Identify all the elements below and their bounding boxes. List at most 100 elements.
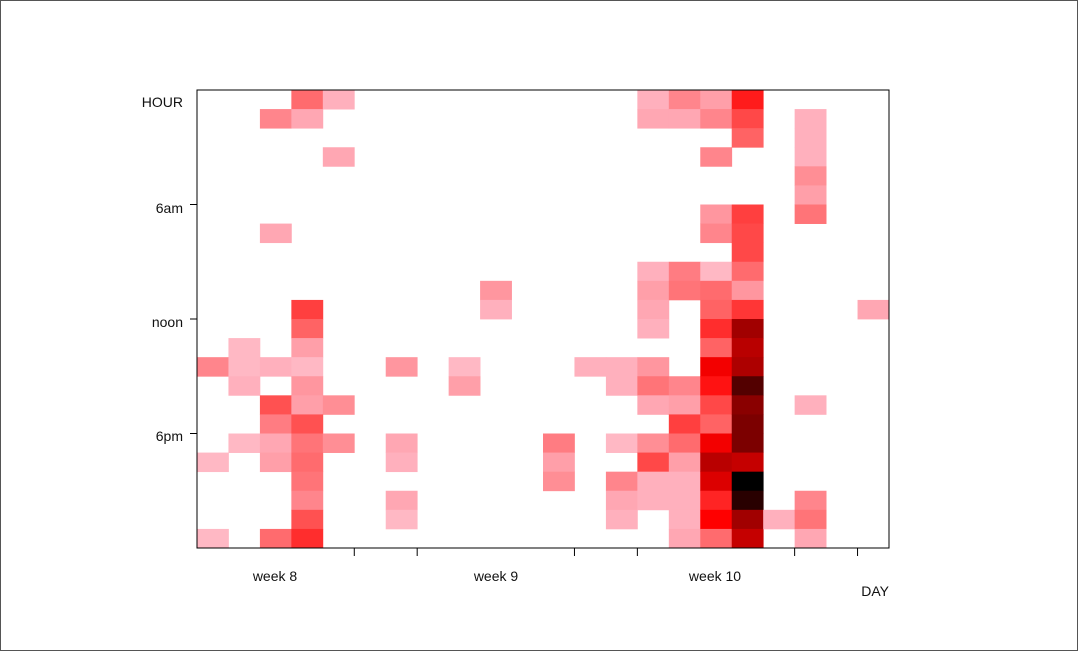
heatmap-cell xyxy=(731,319,764,339)
heatmap-cell xyxy=(574,357,607,377)
heatmap-cell xyxy=(731,490,764,511)
heatmap-cell xyxy=(291,109,324,129)
heatmap-cell xyxy=(731,242,764,263)
axis-ticks xyxy=(190,204,859,556)
heatmap-cell xyxy=(731,90,764,110)
heatmap-cell xyxy=(322,90,355,110)
heatmap-cell xyxy=(637,109,670,129)
heatmap-cell xyxy=(700,338,733,358)
heatmap-cell xyxy=(543,452,575,473)
heatmap-cell xyxy=(700,414,733,434)
heatmap-cell xyxy=(291,433,324,453)
heatmap-cell xyxy=(731,128,764,148)
heatmap-cell xyxy=(259,414,292,434)
heatmap-cell xyxy=(700,490,733,511)
x-tick-label-week-8: week 8 xyxy=(252,568,298,584)
heatmap-cell xyxy=(668,528,701,549)
heatmap-cell xyxy=(700,147,733,167)
heatmap-cell xyxy=(794,166,827,186)
heatmap-cell xyxy=(259,433,292,453)
heatmap-cell xyxy=(197,452,229,473)
heatmap-cell xyxy=(794,528,827,549)
heatmap-cell xyxy=(731,395,764,415)
heatmap-cell xyxy=(637,299,670,320)
heatmap-cell xyxy=(322,433,355,453)
heatmap-cell xyxy=(700,90,733,110)
heatmap-cell xyxy=(637,395,670,415)
heatmap-cell xyxy=(228,433,261,453)
heatmap-cell xyxy=(385,452,418,473)
heatmap-cell xyxy=(291,376,324,396)
heatmap-cell xyxy=(731,452,764,473)
heatmap-cell xyxy=(794,490,827,511)
heatmap-cell xyxy=(197,528,229,549)
heatmap-cell xyxy=(700,109,733,129)
heatmap-cell xyxy=(794,509,827,530)
y-tick-label-6pm: 6pm xyxy=(156,428,183,444)
heatmap-cell xyxy=(291,490,324,511)
heatmap-cell xyxy=(637,433,670,453)
heatmap-cell xyxy=(668,471,701,492)
heatmap-cell xyxy=(291,299,324,320)
heatmap-cell xyxy=(291,414,324,434)
heatmap-cell xyxy=(668,261,701,282)
heatmap-cell xyxy=(291,90,324,110)
heatmap-cell xyxy=(700,376,733,396)
heatmap-cell xyxy=(731,223,764,244)
heatmap-cell xyxy=(291,319,324,339)
heatmap-cell xyxy=(291,471,324,492)
heatmap-cell xyxy=(700,395,733,415)
heatmap-cell xyxy=(731,471,764,492)
heatmap-cell xyxy=(448,376,481,396)
heatmap-cell xyxy=(731,433,764,453)
heatmap-cell xyxy=(668,90,701,110)
heatmap-cell xyxy=(731,357,764,377)
heatmap-cell xyxy=(731,280,764,301)
y-tick-label-6am: 6am xyxy=(156,200,183,216)
heatmap-cell xyxy=(259,452,292,473)
heatmap-cell xyxy=(700,319,733,339)
heatmap-cell xyxy=(605,490,638,511)
heatmap-cell xyxy=(259,109,292,129)
heatmap-cell xyxy=(322,147,355,167)
heatmap-cell xyxy=(731,261,764,282)
heatmap-cell xyxy=(794,395,827,415)
heatmap-cell xyxy=(731,414,764,434)
heatmap-cell xyxy=(794,128,827,148)
heatmap-cell xyxy=(668,452,701,473)
heatmap-cell xyxy=(543,471,575,492)
heatmap-cell xyxy=(637,319,670,339)
heatmap-cell xyxy=(385,490,418,511)
heatmap-cell xyxy=(228,376,261,396)
heatmap-cell xyxy=(605,376,638,396)
heatmap-cell xyxy=(259,357,292,377)
heatmap-cell xyxy=(480,299,512,320)
heatmap-cell xyxy=(385,433,418,453)
heatmap-cell xyxy=(700,528,733,549)
heatmap-cell xyxy=(731,376,764,396)
heatmap-cell xyxy=(228,357,261,377)
heatmap-cell xyxy=(731,299,764,320)
heatmap-cell xyxy=(794,204,827,224)
x-tick-label-week-10: week 10 xyxy=(688,568,741,584)
tick-labels: week 8 week 9 week 10 6am noon 6pm xyxy=(152,200,741,584)
heatmap-cell xyxy=(668,509,701,530)
heatmap-cell xyxy=(228,338,261,358)
heatmap-cell xyxy=(731,109,764,129)
heatmap-cell xyxy=(700,204,733,224)
heatmap-cell xyxy=(731,509,764,530)
heatmap-cell xyxy=(480,280,512,301)
heatmap-cell xyxy=(637,490,670,511)
heatmap-cell xyxy=(700,471,733,492)
heatmap-cell xyxy=(637,376,670,396)
x-tick-label-week-9: week 9 xyxy=(473,568,519,584)
heatmap-cell xyxy=(637,261,670,282)
heatmap-cell xyxy=(763,509,796,530)
heatmap-cell xyxy=(291,528,324,549)
heatmap-cell xyxy=(700,357,733,377)
heatmap-cell xyxy=(637,471,670,492)
heatmap-cell xyxy=(259,223,292,244)
heatmap-cell xyxy=(857,299,890,320)
